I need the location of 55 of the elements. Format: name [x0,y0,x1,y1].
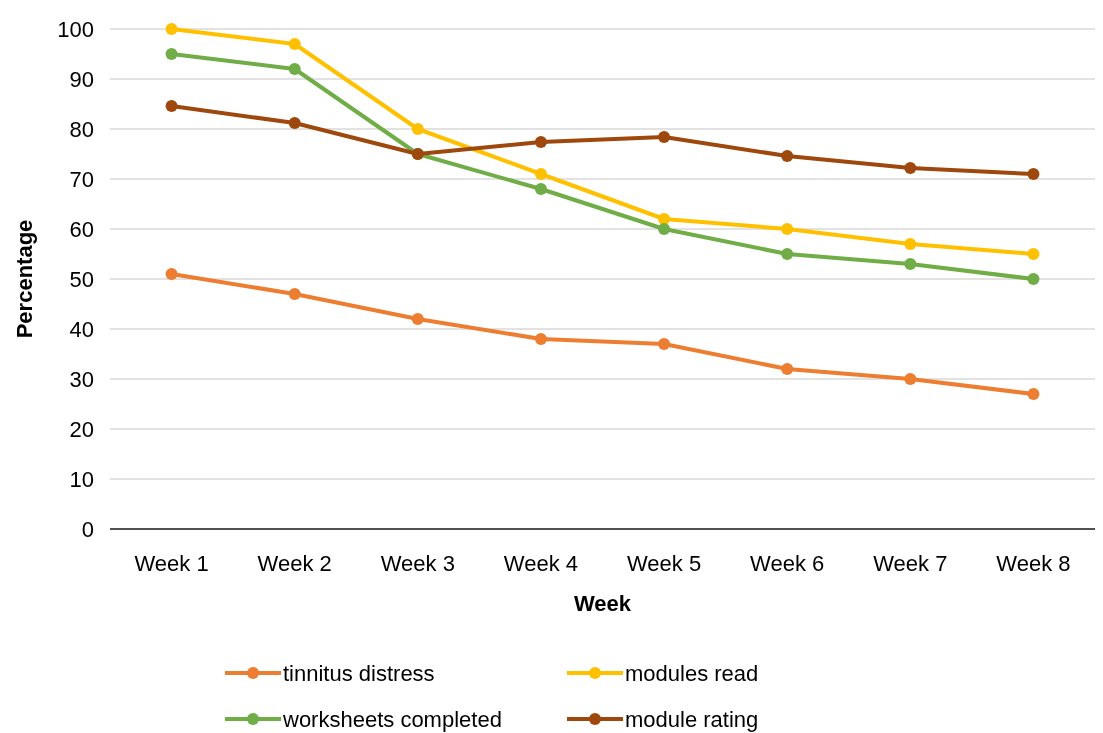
point [658,223,671,235]
point [658,131,671,143]
point [904,258,917,270]
legend-label: module rating [625,706,759,732]
point [165,268,178,280]
point [534,333,547,345]
point [288,117,301,129]
x-tick-label: Week 1 [134,551,209,576]
point [658,213,671,225]
legend-label: worksheets completed [282,706,502,732]
point [1027,248,1040,260]
point [781,150,794,162]
y-tick-label: 10 [69,466,94,492]
x-tick-label: Week 3 [380,551,455,576]
y-tick-label: 60 [69,216,94,242]
y-tick-label: 50 [69,266,94,292]
point [288,288,301,300]
point [288,63,301,75]
point [534,183,547,195]
point [534,136,547,148]
point [781,223,794,235]
y-tick-label: 0 [81,516,94,542]
point [1027,273,1040,285]
legend-label: tinnitus distress [283,660,435,686]
y-tick-label: 30 [69,366,94,392]
point [1027,388,1040,400]
point [411,313,424,325]
y-tick-label: 90 [69,66,94,92]
point [781,248,794,260]
point [904,238,917,250]
x-tick-label: Week 4 [503,551,579,576]
point [904,373,917,385]
y-axis-title: Percentage [12,219,37,339]
point [658,338,671,350]
x-tick-label: Week 8 [996,551,1071,576]
point [781,363,794,375]
y-tick-label: 80 [69,116,94,142]
point [288,38,301,50]
point [904,162,917,174]
x-tick-label: Week 2 [257,551,332,576]
y-tick-label: 40 [69,316,94,342]
point [411,123,424,135]
legend-label: modules read [625,660,759,686]
x-tick-label: Week 5 [626,551,702,576]
point [165,100,178,112]
y-tick-label: 100 [57,16,94,42]
point [534,168,547,180]
x-axis-title: Week [573,591,632,616]
y-tick-label: 20 [69,416,94,442]
point [165,23,178,35]
x-tick-label: Week 7 [873,551,948,576]
point [1027,168,1040,180]
y-tick-label: 70 [69,166,94,192]
point [165,48,178,60]
x-tick-label: Week 6 [750,551,825,576]
